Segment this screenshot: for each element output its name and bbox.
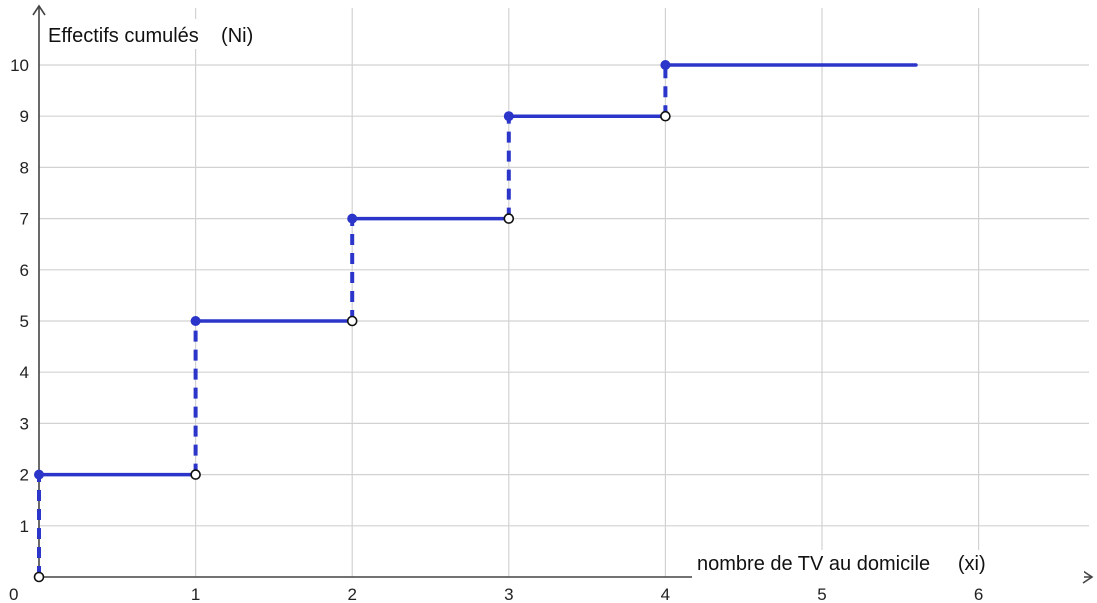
axes: [33, 6, 1092, 583]
y-tick-label-6: 6: [20, 261, 29, 280]
closed-point-3: [504, 112, 513, 121]
y-tick-label-5: 5: [20, 312, 29, 331]
open-point-0: [35, 573, 44, 582]
y-tick-label-10: 10: [10, 56, 29, 75]
y-tick-label-8: 8: [20, 158, 29, 177]
tick-labels: 0 1 2 3 4 5 6 1 2 3 4 5 6 7 8 9 10: [9, 56, 983, 603]
closed-point-0: [35, 470, 44, 479]
open-point-4: [661, 112, 670, 121]
closed-point-1: [191, 317, 200, 326]
y-tick-label-2: 2: [20, 466, 29, 485]
x-tick-label-6: 6: [974, 585, 983, 603]
x-tick-label-2: 2: [347, 585, 356, 603]
x-tick-label-1: 1: [191, 585, 200, 603]
x-axis-label: nombre de TV au domicile (xi): [697, 553, 986, 575]
y-tick-label-9: 9: [20, 107, 29, 126]
open-point-1: [191, 470, 200, 479]
y-axis-label: Effectifs cumulés (Ni): [48, 25, 253, 47]
y-tick-label-4: 4: [20, 363, 29, 382]
y-tick-label-7: 7: [20, 210, 29, 229]
y-tick-label-1: 1: [20, 517, 29, 536]
closed-point-2: [348, 214, 357, 223]
closed-point-4: [661, 61, 670, 70]
x-tick-label-4: 4: [661, 585, 670, 603]
grid: [39, 8, 1089, 577]
x-tick-label-3: 3: [504, 585, 513, 603]
open-point-2: [348, 317, 357, 326]
x-tick-label-0: 0: [9, 585, 18, 603]
y-tick-label-3: 3: [20, 414, 29, 433]
open-point-3: [504, 214, 513, 223]
x-tick-label-5: 5: [817, 585, 826, 603]
